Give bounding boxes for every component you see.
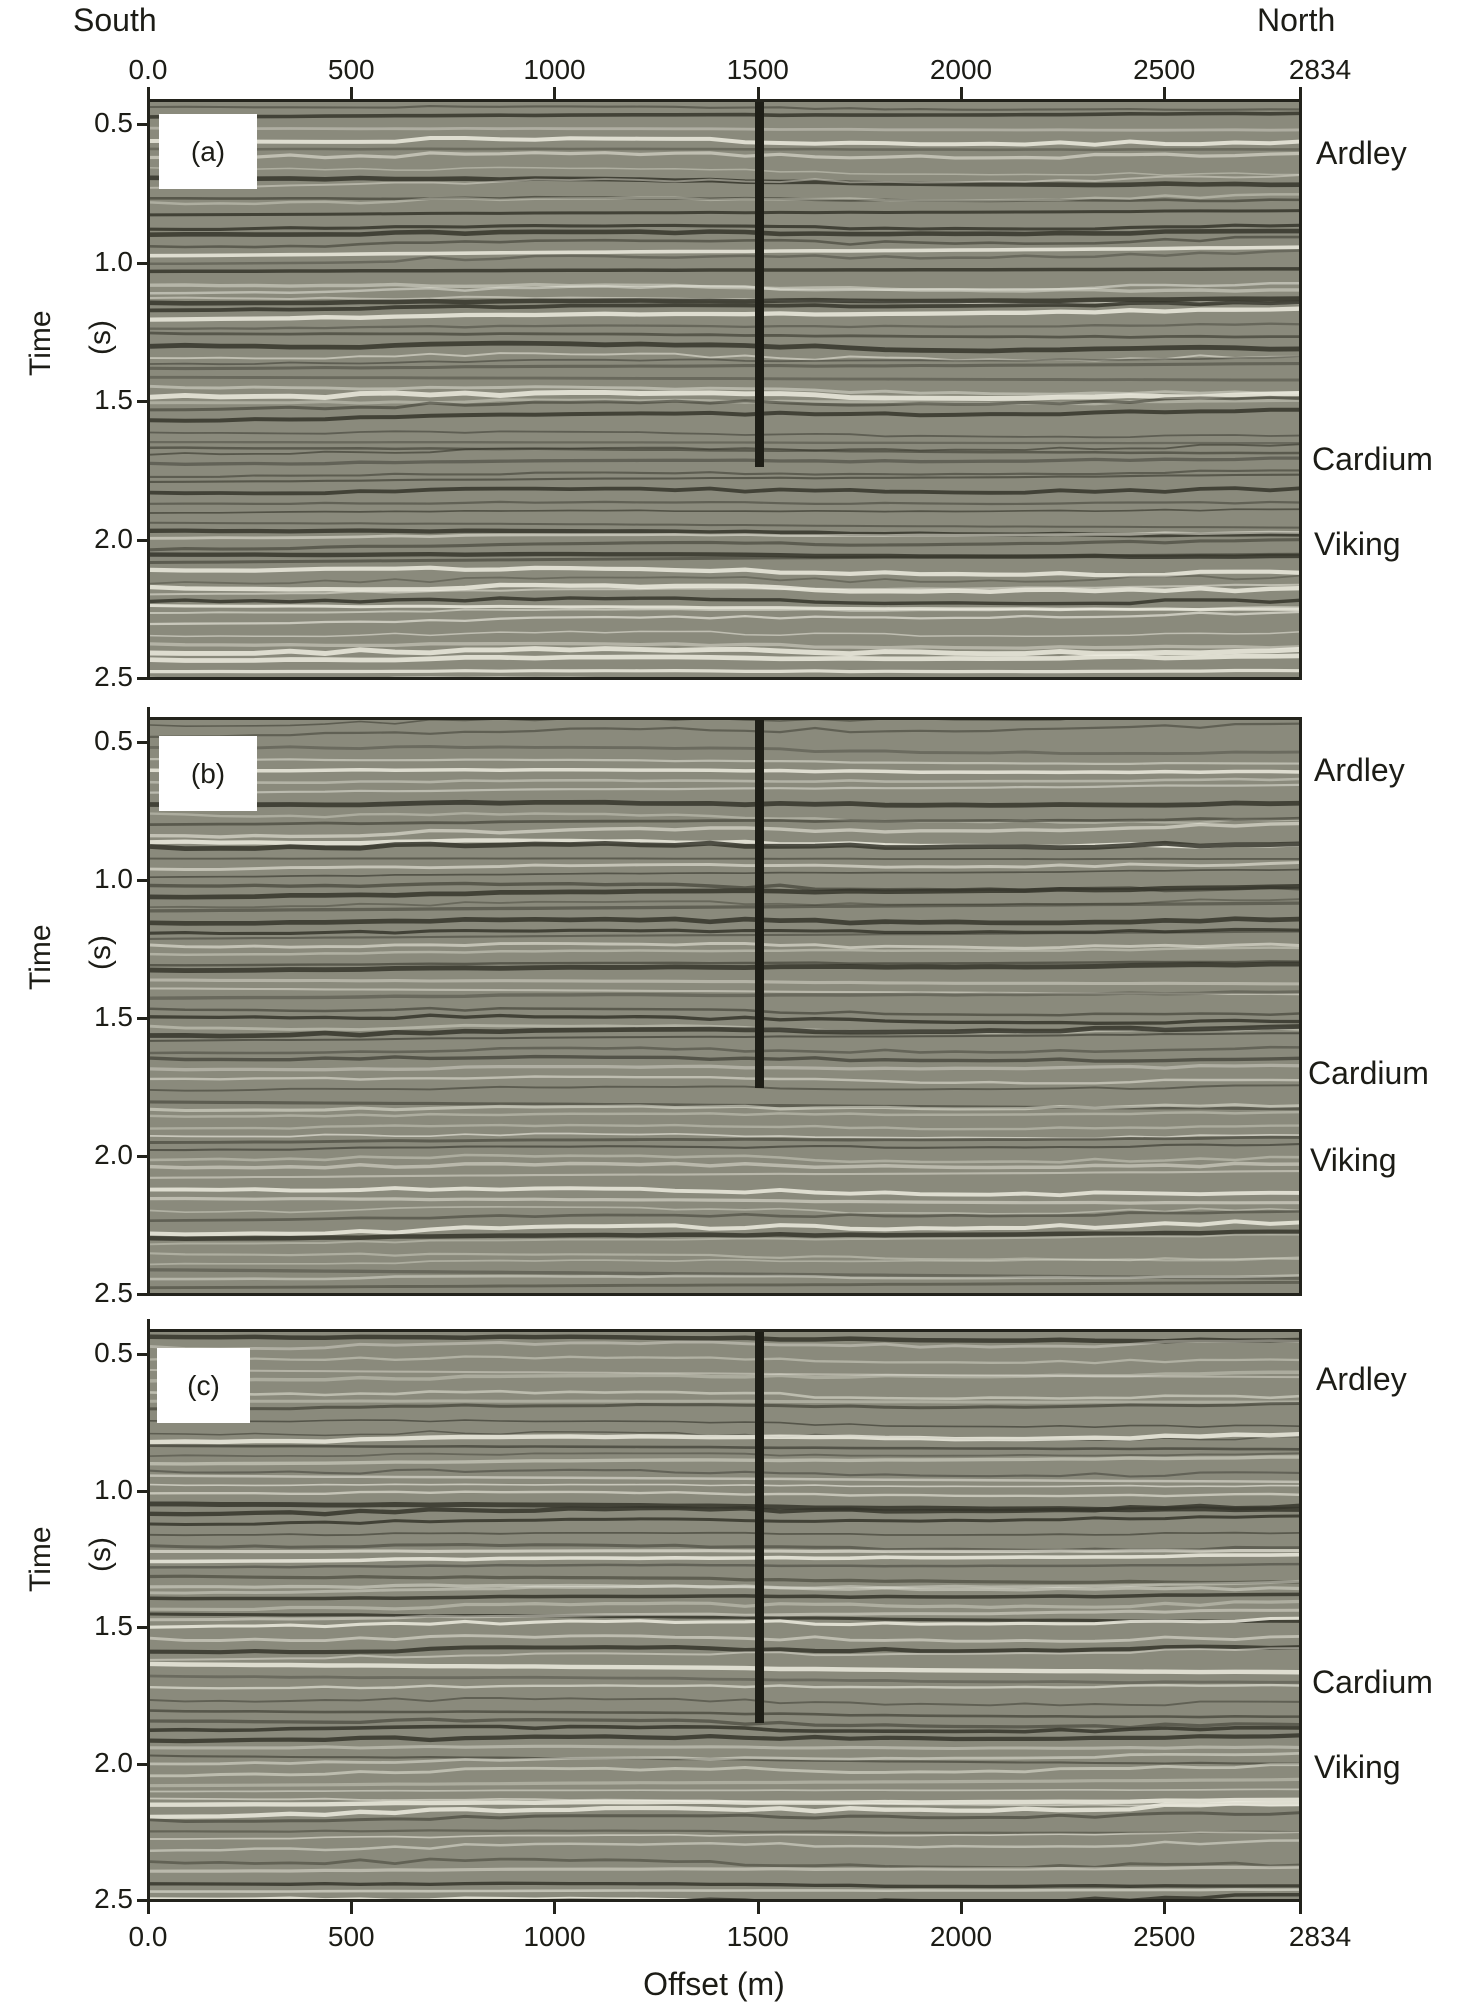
horizon-label-cardium-c: Cardium xyxy=(1312,1664,1433,1700)
x-tick-mark xyxy=(1163,87,1167,99)
y-tick-mark xyxy=(137,538,147,542)
x-tick-mark xyxy=(756,1902,760,1914)
seismic-image-b xyxy=(150,720,1299,1293)
seismic-panel-a: (a) xyxy=(147,99,1302,680)
horizon-label-cardium-a: Cardium xyxy=(1312,441,1433,477)
y-tick-label: 1.0 xyxy=(94,863,133,894)
y-axis-unit-b: (s) xyxy=(84,935,118,970)
y-axis-title-word: Time xyxy=(24,310,57,376)
y-axis-title-unit: (s) xyxy=(84,320,117,355)
y-tick-label: 1.0 xyxy=(94,1473,133,1505)
horizon-label-ardley-c: Ardley xyxy=(1316,1361,1407,1397)
y-axis-title-word: Time xyxy=(24,1526,57,1592)
y-axis-title-word: Time xyxy=(24,924,57,990)
horizon-label-viking-a: Viking xyxy=(1314,526,1401,562)
x-tick-label: 1000 xyxy=(523,1921,586,1952)
x-tick-mark xyxy=(350,1902,354,1914)
x-tick-mark xyxy=(1163,1902,1167,1914)
horizon-label-viking-c: Viking xyxy=(1314,1749,1401,1785)
y-tick-mark xyxy=(137,1899,147,1902)
y-tick-label: 2.5 xyxy=(94,1883,133,1914)
y-tick-label: 2.5 xyxy=(94,661,133,692)
north-label: North xyxy=(1257,2,1336,38)
y-tick-label: 0.5 xyxy=(94,725,133,756)
y-axis-title-a: Time xyxy=(24,310,58,376)
y-tick-label: 1.5 xyxy=(94,1610,133,1641)
x-tick-label: 0.0 xyxy=(128,1921,168,1952)
y-tick-mark xyxy=(137,879,147,882)
horizon-label-ardley-a: Ardley xyxy=(1316,135,1407,171)
y-tick-label: 1.5 xyxy=(94,384,133,415)
horizon-label-viking-b: Viking xyxy=(1310,1142,1397,1178)
seismic-image-c xyxy=(150,1332,1299,1899)
y-axis-unit-a: (s) xyxy=(84,320,118,355)
x-tick-label: 2000 xyxy=(929,1921,993,1952)
seismic-panel-c: (c) xyxy=(147,1329,1302,1902)
horizon-label-ardley-b: Ardley xyxy=(1314,752,1405,788)
y-tick-label: 2.0 xyxy=(94,1746,133,1778)
y-axis-title-b: Time xyxy=(24,924,58,990)
seismic-panel-b: (b) xyxy=(147,717,1302,1296)
x-tick-label: 1500 xyxy=(726,54,789,85)
y-tick-mark xyxy=(137,1762,147,1766)
well-line-c xyxy=(755,1332,764,1723)
y-axis-title-c: Time xyxy=(24,1526,58,1592)
y-tick-mark xyxy=(137,1017,147,1020)
seismic-image-a xyxy=(150,102,1299,677)
x-tick-mark xyxy=(553,1902,557,1914)
x-axis-title: Offset (m) xyxy=(643,1966,785,2002)
y-tick-mark xyxy=(137,1155,147,1158)
y-tick-mark xyxy=(137,1293,147,1296)
y-tick-label: 2.0 xyxy=(94,1139,133,1170)
x-tick-label: 0.0 xyxy=(128,54,168,85)
y-tick-mark xyxy=(137,261,147,265)
x-tick-mark xyxy=(350,87,354,99)
y-tick-label: 0.5 xyxy=(94,107,133,138)
horizon-label-cardium-b: Cardium xyxy=(1308,1055,1429,1091)
y-tick-mark xyxy=(137,1353,147,1356)
y-tick-mark xyxy=(137,677,147,680)
x-tick-label: 2000 xyxy=(929,54,993,85)
y-tick-label: 2.0 xyxy=(94,522,133,554)
x-tick-mark xyxy=(756,87,760,99)
y-tick-label: 2.5 xyxy=(94,1277,133,1308)
well-line-b xyxy=(755,720,764,1088)
x-tick-mark xyxy=(1299,1902,1302,1914)
well-line-a xyxy=(755,102,764,467)
y-tick-mark xyxy=(137,741,147,744)
x-tick-mark xyxy=(959,87,963,99)
y-tick-label: 1.0 xyxy=(94,245,133,277)
y-axis-unit-c: (s) xyxy=(84,1537,118,1572)
panel-tag-a: (a) xyxy=(159,114,257,189)
x-tick-mark xyxy=(553,87,557,99)
x-tick-label: 500 xyxy=(327,1921,375,1952)
y-tick-mark xyxy=(137,1489,147,1493)
y-tick-mark xyxy=(137,400,147,403)
x-tick-label: 500 xyxy=(327,54,375,85)
x-tick-mark xyxy=(959,1902,963,1914)
x-tick-label: 1500 xyxy=(726,1921,789,1952)
x-tick-label: 2834 xyxy=(1288,1921,1352,1952)
y-axis-title-unit: (s) xyxy=(84,935,117,970)
x-tick-label: 1000 xyxy=(523,54,586,85)
y-tick-label: 0.5 xyxy=(94,1337,133,1368)
x-tick-mark xyxy=(1299,87,1302,99)
south-label: South xyxy=(73,2,157,38)
y-tick-mark xyxy=(137,123,147,126)
y-tick-mark xyxy=(137,1626,147,1629)
axis-stub xyxy=(147,707,150,717)
panel-tag-c: (c) xyxy=(157,1348,250,1423)
x-tick-label: 2834 xyxy=(1288,54,1352,85)
axis-stub xyxy=(147,89,150,99)
y-tick-label: 1.5 xyxy=(94,1001,133,1032)
x-tick-label: 2500 xyxy=(1133,1921,1196,1952)
x-tick-label: 2500 xyxy=(1133,54,1196,85)
y-axis-title-unit: (s) xyxy=(84,1537,117,1572)
axis-stub xyxy=(147,1319,150,1329)
x-tick-mark xyxy=(147,1902,150,1914)
panel-tag-b: (b) xyxy=(159,736,257,811)
